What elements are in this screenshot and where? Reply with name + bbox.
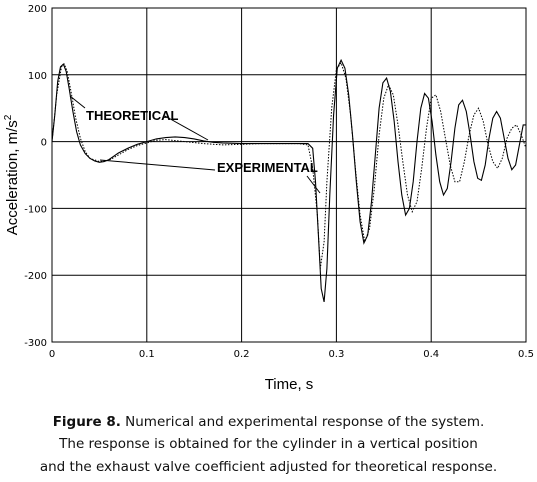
x-tick-label: 0.1 [139, 349, 155, 360]
x-tick-label: 0.3 [328, 349, 344, 360]
y-axis-title-text: Acceleration, m/s [4, 120, 21, 235]
annotation-experimental: EXPERIMENTAL [217, 160, 318, 175]
figure-caption-line-3: and the exhaust valve coefficient adjust… [0, 459, 537, 475]
grid-lines [51, 7, 527, 343]
series-layer [51, 58, 527, 303]
annotation-leader-line [69, 95, 86, 109]
y-tick-label: 100 [28, 71, 47, 82]
y-tick-label: -100 [24, 204, 47, 215]
plot-frame [51, 7, 527, 343]
x-tick-label: 0.5 [518, 349, 534, 360]
y-tick-label: -300 [24, 338, 47, 349]
figure-caption-label: Figure 8. [52, 414, 121, 430]
annotations: THEORETICAL EXPERIMENTAL [69, 95, 321, 194]
figure-caption-line-1: Figure 8. Numerical and experimental res… [0, 414, 537, 430]
figure-caption-line-2: The response is obtained for the cylinde… [0, 436, 537, 452]
annotation-theoretical: THEORETICAL [86, 108, 179, 123]
x-tick-label: 0 [49, 349, 55, 360]
figure-caption-text-3: and the exhaust valve coefficient adjust… [39, 459, 498, 475]
x-tick-label: 0.2 [234, 349, 250, 360]
y-axis-title: Acceleration, m/s2 [3, 114, 21, 235]
annotation-leader-line [164, 115, 209, 141]
figure-caption-text-1: Numerical and experimental response of t… [120, 414, 485, 430]
series-line-experimental [51, 58, 526, 303]
x-axis-title: Time, s [265, 376, 314, 393]
y-axis-title-superscript: 2 [3, 114, 14, 120]
x-tick-label: 0.4 [423, 349, 439, 360]
annotation-leader-line [306, 175, 321, 194]
y-tick-label: 200 [28, 4, 47, 15]
figure-caption-text-2: The response is obtained for the cylinde… [59, 436, 478, 452]
y-tick-label: -200 [24, 271, 47, 282]
y-tick-label: 0 [41, 138, 47, 149]
annotation-leader-line [99, 159, 216, 171]
